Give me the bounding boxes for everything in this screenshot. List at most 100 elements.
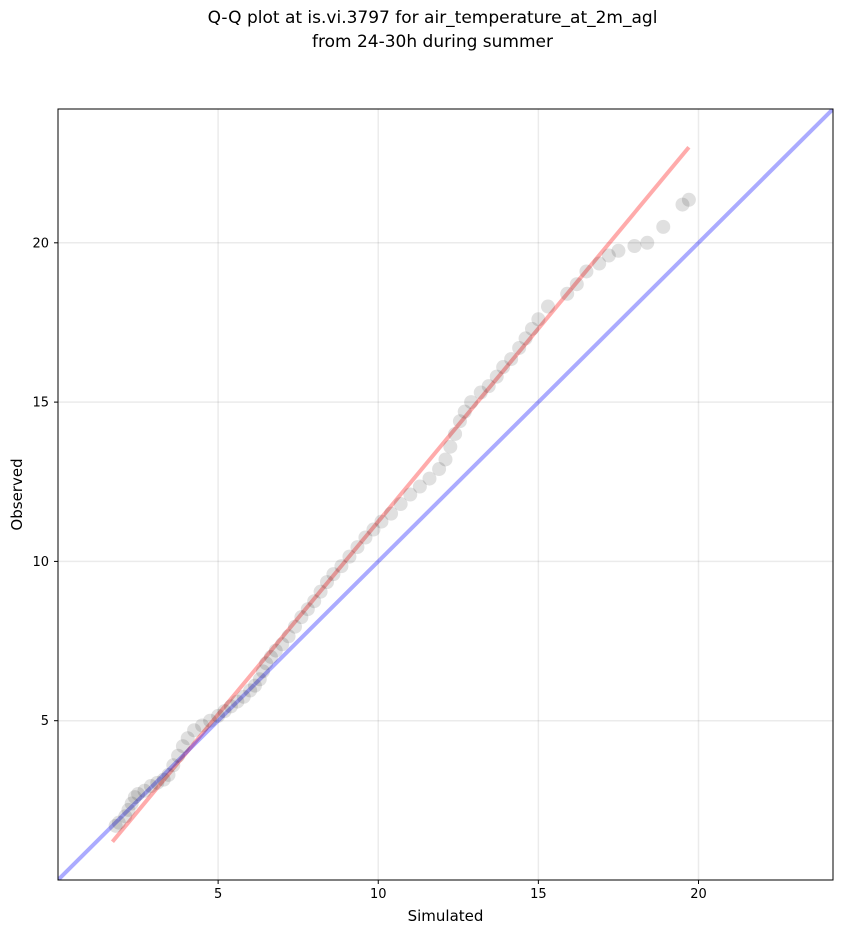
data-point — [180, 731, 195, 746]
data-point — [326, 567, 341, 582]
data-point — [236, 689, 251, 704]
data-point — [403, 487, 418, 502]
y-axis-label: Observed — [8, 458, 26, 530]
data-point — [611, 243, 626, 258]
x-axis-label: Simulated — [408, 907, 484, 925]
data-point — [287, 619, 302, 634]
data-point — [247, 678, 262, 693]
data-point — [255, 664, 270, 679]
data-point — [489, 369, 504, 384]
data-point — [443, 439, 458, 454]
data-point — [358, 530, 373, 545]
y-tick-label: 15 — [32, 396, 49, 411]
data-point — [166, 758, 181, 773]
data-point — [320, 575, 335, 590]
data-point — [504, 352, 519, 367]
data-point — [121, 802, 136, 817]
data-point — [524, 321, 539, 336]
y-tick-label: 5 — [41, 714, 49, 729]
chart-title: Q-Q plot at is.vi.3797 for air_temperatu… — [0, 6, 843, 54]
grid — [58, 109, 833, 880]
data-point — [518, 331, 533, 346]
x-tick-label: 5 — [214, 887, 222, 902]
fit-line — [110, 145, 691, 844]
data-point — [111, 815, 126, 830]
ticks: 5 10 15 20 5 10 15 20 — [32, 236, 706, 902]
data-point — [294, 610, 309, 625]
data-point — [150, 775, 165, 790]
data-point — [223, 699, 238, 714]
data-point — [187, 723, 202, 738]
data-point — [230, 694, 245, 709]
data-point — [307, 594, 322, 609]
data-point — [275, 637, 290, 652]
data-point — [452, 414, 467, 429]
chart-title-line2: from 24-30h during summer — [312, 32, 553, 52]
x-tick-label: 15 — [530, 887, 547, 902]
data-point — [161, 767, 176, 782]
identity-line — [58, 109, 833, 880]
data-point — [195, 718, 210, 733]
x-tick-label: 10 — [370, 887, 387, 902]
data-point — [203, 713, 218, 728]
data-point — [540, 299, 555, 314]
data-point — [464, 395, 479, 410]
data-point — [156, 772, 171, 787]
data-point — [675, 197, 690, 212]
data-point — [217, 704, 232, 719]
data-point — [627, 238, 642, 253]
data-point — [448, 426, 463, 441]
data-point — [281, 629, 296, 644]
data-point — [366, 522, 381, 537]
data-point — [496, 360, 511, 375]
data-point — [512, 340, 527, 355]
data-points — [108, 192, 696, 833]
data-point — [108, 818, 123, 833]
data-point — [127, 790, 142, 805]
data-point — [422, 471, 437, 486]
data-point — [243, 683, 258, 698]
data-point — [656, 219, 671, 234]
data-point — [300, 602, 315, 617]
data-point — [384, 506, 399, 521]
data-point — [334, 559, 349, 574]
data-point — [393, 497, 408, 512]
y-tick-label: 20 — [32, 236, 49, 251]
data-point — [579, 264, 594, 279]
data-point — [131, 786, 146, 801]
data-point — [211, 708, 226, 723]
data-point — [252, 672, 267, 687]
data-point — [175, 739, 190, 754]
data-point — [438, 452, 453, 467]
data-point — [457, 404, 472, 419]
data-point — [124, 796, 139, 811]
data-point — [263, 649, 278, 664]
data-point — [259, 656, 274, 671]
data-point — [342, 549, 357, 564]
plot-frame — [57, 108, 834, 881]
data-point — [412, 479, 427, 494]
data-point — [569, 277, 584, 292]
chart-title-line1: Q-Q plot at is.vi.3797 for air_temperatu… — [207, 8, 658, 28]
data-point — [681, 192, 696, 207]
data-point — [473, 385, 488, 400]
data-point — [143, 779, 158, 794]
x-tick-label: 20 — [690, 887, 707, 902]
data-point — [350, 540, 365, 555]
reference-lines — [58, 109, 833, 880]
data-point — [268, 643, 283, 658]
y-tick-label: 10 — [32, 555, 49, 570]
data-point — [560, 286, 575, 301]
data-point — [118, 809, 133, 824]
data-point — [531, 312, 546, 327]
data-point — [640, 235, 655, 250]
data-point — [171, 748, 186, 763]
data-point — [313, 584, 328, 599]
data-point — [432, 462, 447, 477]
data-point — [481, 379, 496, 394]
data-point — [601, 248, 616, 263]
data-point — [592, 256, 607, 271]
data-point — [374, 514, 389, 529]
data-point — [137, 783, 152, 798]
